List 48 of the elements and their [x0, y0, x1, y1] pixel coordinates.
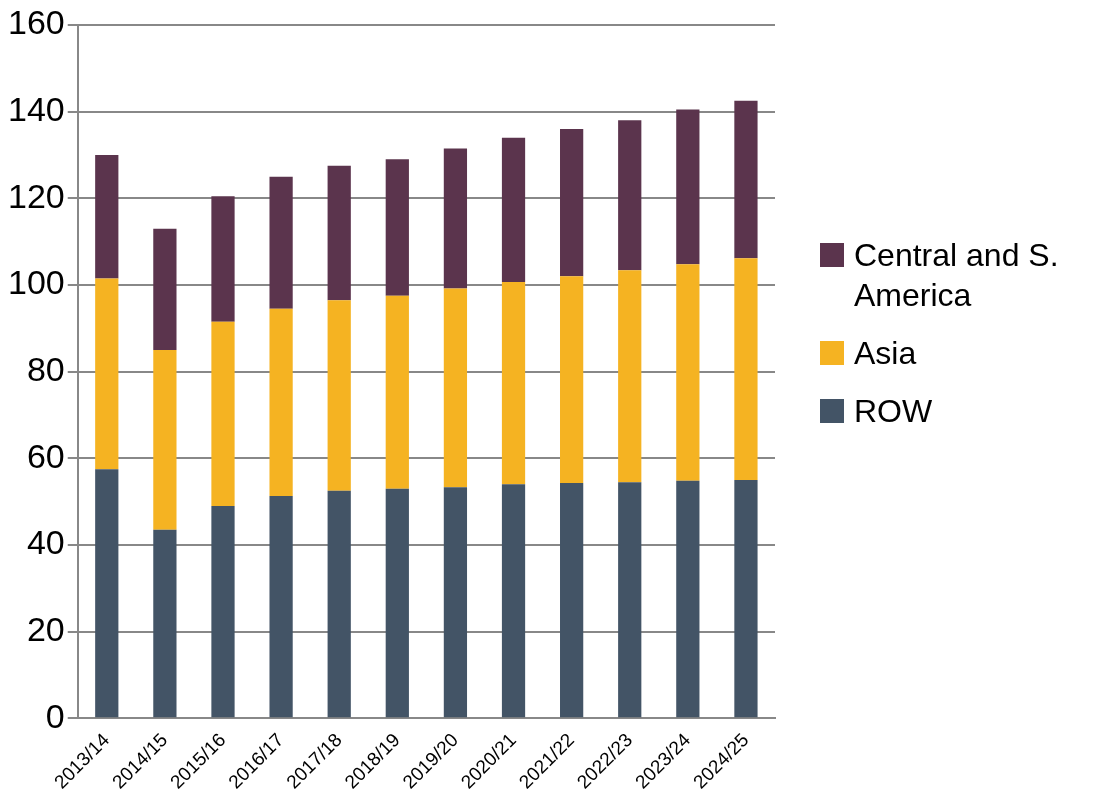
y-tick-label: 100	[7, 263, 65, 302]
y-tick-label: 160	[7, 3, 65, 42]
bar	[676, 109, 700, 265]
y-tick-label: 120	[7, 176, 65, 215]
bar	[211, 196, 235, 322]
y-tick-label: 140	[7, 90, 65, 129]
bar	[153, 228, 177, 350]
bar	[327, 165, 351, 301]
bar	[734, 258, 758, 480]
bar	[385, 295, 409, 489]
bar	[385, 488, 409, 718]
bar	[618, 482, 642, 718]
bar	[385, 159, 409, 296]
bar	[211, 321, 235, 506]
y-tick-label: 0	[45, 696, 65, 735]
y-tick-label: 80	[26, 350, 65, 389]
bar	[95, 278, 119, 470]
bar	[734, 479, 758, 718]
bar	[560, 276, 584, 484]
bar	[501, 137, 526, 282]
bar	[443, 288, 468, 488]
bar	[618, 120, 642, 271]
y-tick-label: 20	[26, 610, 65, 649]
bar	[95, 469, 119, 718]
y-tick-label: 60	[26, 436, 65, 475]
bar	[560, 483, 584, 718]
bar	[269, 308, 293, 497]
y-tick-label: 40	[26, 523, 65, 562]
bar	[676, 264, 700, 481]
bar	[676, 480, 700, 718]
bar	[269, 496, 293, 718]
legend-label: Asia	[854, 334, 917, 373]
bar	[618, 270, 642, 483]
bar	[211, 505, 235, 718]
bar	[269, 176, 293, 309]
bar	[95, 155, 119, 279]
bar	[501, 281, 526, 485]
bar	[501, 484, 526, 718]
bar	[153, 349, 177, 530]
bar	[734, 100, 758, 259]
bar	[327, 300, 351, 491]
bar	[560, 129, 584, 277]
bar	[443, 487, 468, 718]
legend-label: ROW	[854, 392, 933, 431]
legend-label: Central and S. America	[854, 236, 1060, 315]
bar	[153, 529, 177, 718]
bar	[443, 148, 468, 289]
bar	[327, 490, 351, 718]
